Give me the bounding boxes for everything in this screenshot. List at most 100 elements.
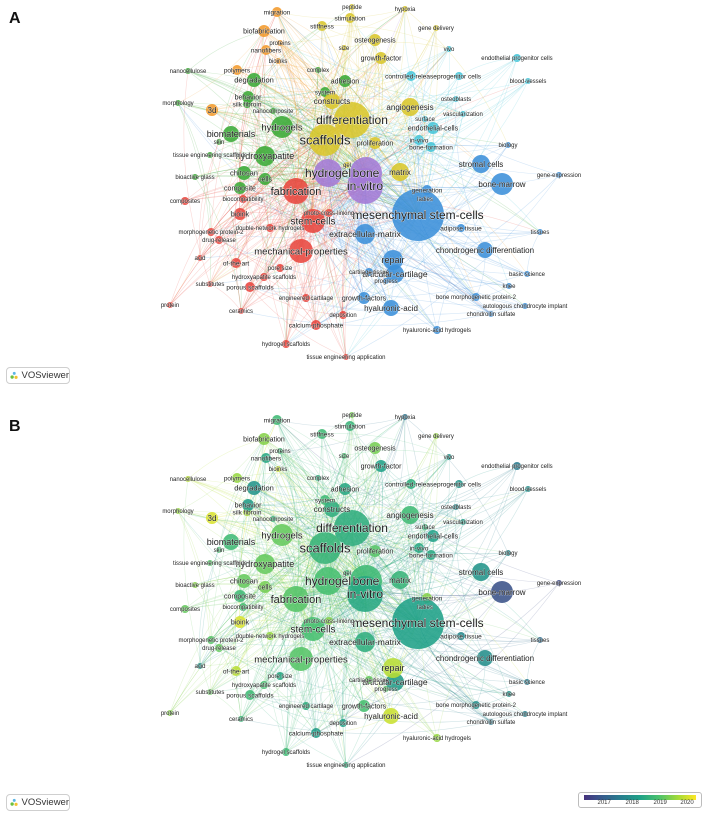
keyword-node[interactable] (369, 545, 381, 557)
keyword-node[interactable] (406, 71, 416, 81)
keyword-node[interactable] (453, 504, 459, 510)
keyword-node[interactable] (289, 647, 313, 671)
keyword-node[interactable] (245, 282, 255, 292)
keyword-node[interactable] (207, 228, 215, 236)
keyword-node[interactable] (426, 142, 436, 152)
keyword-node[interactable] (197, 255, 203, 261)
keyword-node[interactable] (349, 4, 355, 10)
keyword-node[interactable] (341, 453, 347, 459)
keyword-node[interactable] (231, 666, 241, 676)
keyword-node[interactable] (522, 303, 528, 309)
keyword-node[interactable] (472, 701, 480, 709)
keyword-node[interactable] (223, 534, 239, 550)
keyword-node[interactable] (207, 689, 213, 695)
keyword-node[interactable] (343, 354, 349, 360)
keyword-node[interactable] (289, 239, 313, 263)
keyword-node[interactable] (355, 224, 375, 244)
keyword-node[interactable] (283, 178, 309, 204)
keyword-node[interactable] (344, 162, 350, 168)
keyword-node[interactable] (245, 690, 255, 700)
keyword-node[interactable] (223, 126, 239, 142)
keyword-node[interactable] (302, 294, 310, 302)
keyword-node[interactable] (324, 93, 340, 109)
keyword-node[interactable] (513, 462, 521, 470)
keyword-node[interactable] (457, 224, 465, 232)
keyword-node[interactable] (314, 567, 342, 595)
keyword-node[interactable] (237, 166, 251, 180)
keyword-node[interactable] (301, 617, 325, 641)
keyword-node[interactable] (446, 46, 452, 52)
keyword-node[interactable] (488, 311, 494, 317)
keyword-node[interactable] (477, 242, 493, 258)
keyword-node[interactable] (185, 476, 191, 482)
keyword-node[interactable] (309, 532, 341, 564)
keyword-node[interactable] (276, 264, 284, 272)
keyword-node[interactable] (311, 320, 321, 330)
keyword-node[interactable] (270, 108, 276, 114)
keyword-node[interactable] (460, 519, 466, 525)
keyword-node[interactable] (216, 139, 222, 145)
keyword-node[interactable] (339, 483, 351, 495)
keyword-node[interactable] (477, 650, 493, 666)
keyword-node[interactable] (206, 512, 218, 524)
keyword-node[interactable] (215, 236, 223, 244)
keyword-node[interactable] (343, 762, 349, 768)
keyword-node[interactable] (433, 326, 441, 334)
keyword-node[interactable] (271, 524, 293, 546)
keyword-node[interactable] (426, 550, 436, 560)
keyword-node[interactable] (383, 300, 399, 316)
keyword-node[interactable] (365, 268, 373, 276)
keyword-node[interactable] (455, 72, 463, 80)
keyword-node[interactable] (347, 576, 383, 612)
keyword-node[interactable] (344, 570, 350, 576)
keyword-node[interactable] (525, 78, 531, 84)
keyword-node[interactable] (181, 197, 189, 205)
keyword-node[interactable] (513, 54, 521, 62)
keyword-node[interactable] (325, 209, 333, 217)
keyword-node[interactable] (258, 433, 270, 445)
keyword-node[interactable] (457, 632, 465, 640)
keyword-node[interactable] (207, 560, 213, 566)
keyword-node[interactable] (358, 292, 370, 304)
keyword-node[interactable] (525, 486, 531, 492)
keyword-node[interactable] (556, 580, 562, 586)
keyword-node[interactable] (266, 632, 274, 640)
keyword-node[interactable] (302, 702, 310, 710)
keyword-node[interactable] (375, 52, 387, 64)
keyword-node[interactable] (207, 281, 213, 287)
keyword-node[interactable] (282, 340, 290, 348)
keyword-node[interactable] (255, 554, 275, 574)
keyword-node[interactable] (401, 98, 419, 116)
keyword-node[interactable] (315, 475, 321, 481)
keyword-node[interactable] (325, 617, 333, 625)
keyword-node[interactable] (232, 65, 242, 75)
keyword-node[interactable] (242, 499, 254, 511)
keyword-node[interactable] (433, 734, 441, 742)
keyword-node[interactable] (239, 603, 247, 611)
keyword-node[interactable] (341, 45, 347, 51)
keyword-node[interactable] (401, 506, 419, 524)
keyword-node[interactable] (391, 163, 409, 181)
keyword-node[interactable] (453, 96, 459, 102)
keyword-node[interactable] (175, 100, 181, 106)
keyword-node[interactable] (505, 142, 511, 148)
keyword-node[interactable] (383, 708, 399, 724)
keyword-node[interactable] (259, 581, 271, 593)
keyword-node[interactable] (383, 658, 403, 678)
keyword-node[interactable] (472, 293, 480, 301)
keyword-node[interactable] (185, 68, 191, 74)
keyword-node[interactable] (345, 13, 355, 23)
keyword-node[interactable] (339, 719, 347, 727)
keyword-node[interactable] (406, 479, 416, 489)
keyword-node[interactable] (392, 597, 444, 649)
keyword-node[interactable] (427, 530, 439, 542)
keyword-node[interactable] (181, 605, 189, 613)
keyword-node[interactable] (315, 67, 321, 73)
keyword-node[interactable] (339, 75, 351, 87)
keyword-node[interactable] (271, 116, 293, 138)
keyword-node[interactable] (524, 679, 530, 685)
keyword-node[interactable] (334, 510, 370, 546)
keyword-node[interactable] (207, 152, 213, 158)
